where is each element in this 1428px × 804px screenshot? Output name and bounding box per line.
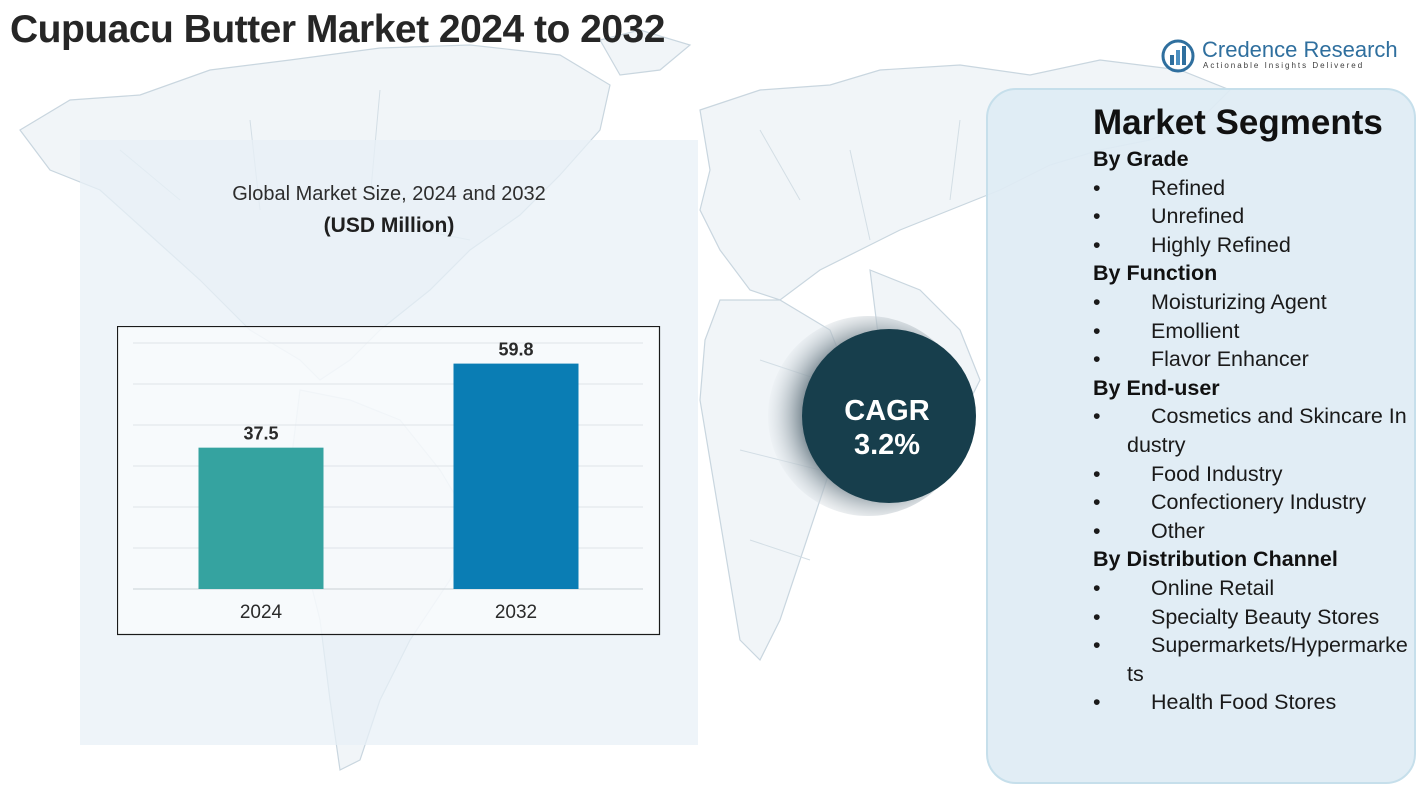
category-tick-label: 2032 (495, 602, 537, 623)
bullet-icon: • (1093, 633, 1101, 658)
cagr-value: 3.2% (853, 429, 921, 461)
segment-item-label: Health Food Stores (1151, 690, 1337, 715)
segment-item-label: Food Industry (1151, 461, 1283, 486)
cagr-badge (768, 316, 976, 516)
segment-item-label: Confectionery Industry (1151, 490, 1367, 515)
credence-research-logo: Credence Research Actionable Insights De… (1160, 36, 1400, 76)
segment-group-title: By End-user (1093, 375, 1220, 400)
market-segments-panel (986, 88, 1416, 784)
segment-item: • Refined (1093, 174, 1415, 203)
segment-item-label: Emollient (1151, 318, 1240, 343)
market-segments-list: By Grade • Refined • Unrefined • Highly Refine… (1093, 145, 1415, 717)
bullet-icon: • (1093, 204, 1101, 229)
segment-item-label: Cosmetics and Skincare Industry (1127, 404, 1407, 457)
segment-group-title: By Distribution Channel (1093, 547, 1338, 572)
bullet-icon: • (1093, 604, 1101, 629)
segment-item-label: Highly Refined (1151, 232, 1291, 257)
segment-item: • Confectionery Industry (1093, 488, 1415, 517)
chart-title: Global Market Size, 2024 and 2032 (232, 183, 546, 205)
bar-2024 (198, 447, 324, 589)
bullet-icon: • (1093, 347, 1101, 372)
cagr-circle (802, 329, 976, 503)
segment-item-label: Refined (1151, 175, 1226, 200)
segment-item: • Moisturizing Agent (1093, 288, 1415, 317)
segment-item-label: Other (1151, 518, 1205, 543)
segment-item: • Cosmetics and Skincare Industry (1093, 402, 1415, 459)
segment-item-label: Online Retail (1151, 575, 1275, 600)
bullet-icon: • (1093, 490, 1101, 515)
market-segments-heading: Market Segments (1093, 103, 1383, 142)
page-title: Cupuacu Butter Market 2024 to 2032 (10, 8, 665, 51)
segment-item: • Online Retail (1093, 574, 1415, 603)
segment-item-label: Moisturizing Agent (1151, 289, 1327, 314)
bar-chart: 37.5 59.8 2024 2032 (117, 326, 661, 636)
segment-item: • Supermarkets/Hypermarkets (1093, 631, 1415, 688)
bullet-icon: • (1093, 575, 1101, 600)
chart-subtitle: (USD Million) (323, 214, 455, 237)
cagr-label: CAGR (844, 395, 930, 427)
bar-value-label: 37.5 (243, 424, 278, 444)
segment-item: • Flavor Enhancer (1093, 345, 1415, 374)
segment-item: • Specialty Beauty Stores (1093, 603, 1415, 632)
logo-name: Credence Research (1202, 37, 1398, 62)
bullet-icon: • (1093, 404, 1101, 429)
bar-2032 (453, 363, 579, 589)
segment-item: • Other (1093, 517, 1415, 546)
segment-item: • Unrefined (1093, 202, 1415, 231)
segment-item-label: Supermarkets/Hypermarkets (1127, 633, 1408, 686)
segment-group-title: By Function (1093, 261, 1218, 286)
category-tick-label: 2024 (240, 602, 283, 623)
segment-item-label: Unrefined (1151, 204, 1245, 229)
bullet-icon: • (1093, 690, 1101, 715)
bar-chart-circle-logo-icon (1161, 39, 1195, 73)
cagr-text: CAGR 3.2% (800, 394, 974, 462)
bullet-icon: • (1093, 232, 1101, 257)
segment-item: • Emollient (1093, 317, 1415, 346)
bullet-icon: • (1093, 318, 1101, 343)
bar-value-label: 59.8 (498, 340, 533, 360)
segment-item-label: Specialty Beauty Stores (1151, 604, 1380, 629)
segment-item-label: Flavor Enhancer (1151, 347, 1309, 372)
logo-tagline: Actionable Insights Delivered (1203, 61, 1365, 70)
bullet-icon: • (1093, 461, 1101, 486)
segment-item: • Health Food Stores (1093, 688, 1415, 717)
bullet-icon: • (1093, 518, 1101, 543)
bullet-icon: • (1093, 289, 1101, 314)
bullet-icon: • (1093, 175, 1101, 200)
segment-item: • Food Industry (1093, 460, 1415, 489)
segment-item: • Highly Refined (1093, 231, 1415, 260)
segment-group-title: By Grade (1093, 147, 1189, 171)
